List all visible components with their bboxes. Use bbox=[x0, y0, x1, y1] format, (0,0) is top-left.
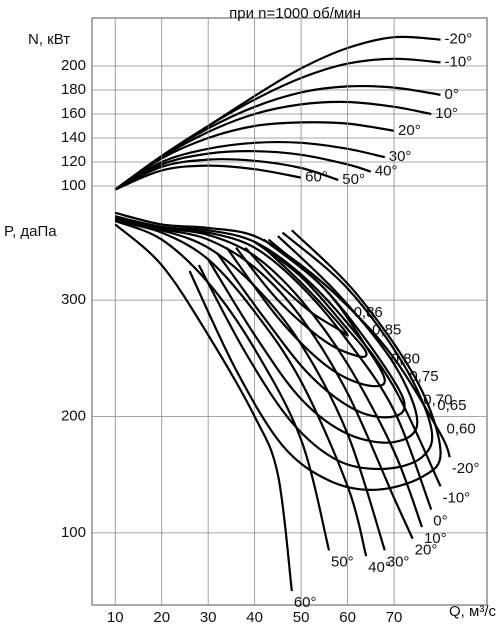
y-tick-label: 180 bbox=[61, 81, 86, 98]
curve bbox=[115, 217, 423, 528]
curve-label: 20° bbox=[415, 542, 438, 559]
y-tick-label: 100 bbox=[61, 524, 86, 541]
y-axis-label: N, кВт bbox=[28, 31, 70, 48]
x-tick-label: 40 bbox=[246, 609, 263, 626]
x-tick-label: 30 bbox=[200, 609, 217, 626]
curve-label: 10° bbox=[435, 105, 458, 122]
efficiency-label: 0,65 bbox=[437, 397, 466, 414]
efficiency-contour bbox=[197, 231, 434, 471]
curve-label: 0° bbox=[445, 86, 459, 103]
curve bbox=[114, 211, 451, 458]
plot-frame bbox=[91, 17, 488, 606]
y-tick-label: 120 bbox=[61, 153, 86, 170]
curve bbox=[114, 217, 414, 540]
x-tick-label: 70 bbox=[386, 609, 403, 626]
x-axis-label: Q, м³/с bbox=[449, 603, 496, 620]
curve-label: 60° bbox=[305, 169, 328, 186]
curve-label: 30° bbox=[387, 553, 410, 570]
y-tick-label: 140 bbox=[61, 129, 86, 146]
x-tick-label: 50 bbox=[293, 609, 310, 626]
y-tick-label: 200 bbox=[61, 407, 86, 424]
curve-label: 50° bbox=[342, 171, 365, 188]
curve-label: 40° bbox=[368, 559, 391, 576]
curve bbox=[114, 158, 339, 191]
efficiency-contour bbox=[207, 235, 419, 444]
efficiency-contour bbox=[244, 246, 349, 337]
curve bbox=[115, 219, 386, 551]
y-tick-label: 200 bbox=[61, 57, 86, 74]
y-tick-label: 100 bbox=[61, 177, 86, 194]
curve-label: 40° bbox=[375, 163, 398, 180]
curve-label: -10° bbox=[443, 489, 471, 506]
curve-label: -20° bbox=[452, 460, 480, 477]
efficiency-contour bbox=[216, 238, 406, 419]
efficiency-label: 0,60 bbox=[447, 420, 476, 437]
x-tick-label: 10 bbox=[107, 609, 124, 626]
efficiency-contour bbox=[188, 229, 442, 491]
y-tick-label: 300 bbox=[61, 291, 86, 308]
curve bbox=[114, 223, 293, 592]
x-tick-label: 20 bbox=[153, 609, 170, 626]
efficiency-contour bbox=[235, 241, 368, 358]
curve bbox=[114, 219, 331, 551]
curve bbox=[114, 100, 432, 191]
efficiency-label: 0,85 bbox=[372, 321, 401, 338]
curve-label: -10° bbox=[445, 53, 473, 70]
curve-label: 50° bbox=[331, 553, 354, 570]
curve-label: 0° bbox=[433, 513, 447, 530]
chart-title: при n=1000 об/мин bbox=[229, 5, 361, 22]
curve bbox=[114, 84, 441, 191]
curve-label: 20° bbox=[398, 122, 421, 139]
curve-label: 60° bbox=[294, 594, 317, 611]
x-tick-label: 60 bbox=[339, 609, 356, 626]
efficiency-label: 0,70 bbox=[423, 391, 452, 408]
y-axis-label: P, даПа bbox=[4, 223, 57, 240]
curve-label: 10° bbox=[424, 530, 447, 547]
curve-label: -20° bbox=[445, 31, 473, 48]
curve bbox=[114, 215, 442, 487]
y-tick-label: 160 bbox=[61, 105, 86, 122]
